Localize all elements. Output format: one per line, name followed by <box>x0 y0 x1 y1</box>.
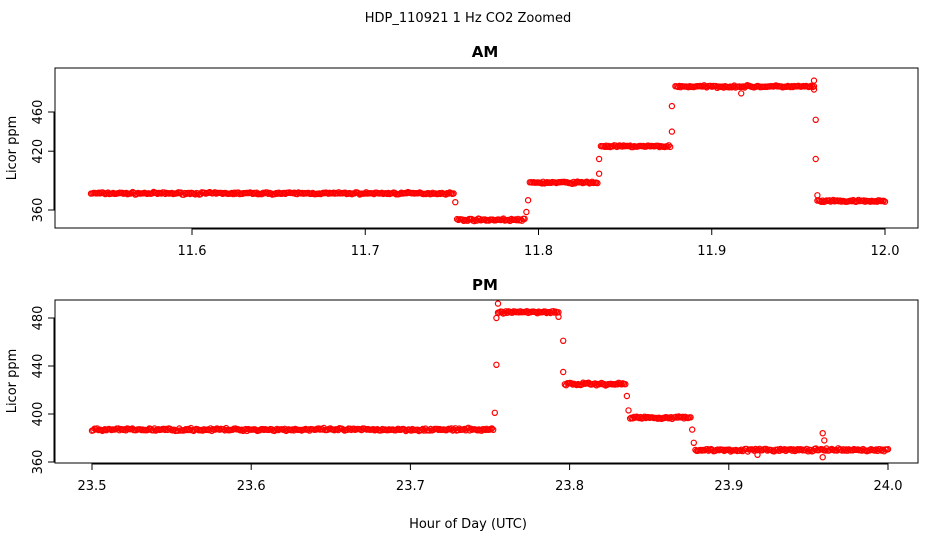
pm-data-point <box>687 414 694 421</box>
pm-panel: PM Licor ppm 23.5 23.6 23.7 23.8 23.9 24.0 36… <box>5 276 919 494</box>
am-data-point <box>523 208 530 216</box>
pm-data-point <box>493 361 500 368</box>
pm-data-point <box>625 407 632 414</box>
figure-title: HDP_110921 1 Hz CO2 Zoomed <box>365 11 571 26</box>
pm-y-tick-label: 360 <box>31 450 46 475</box>
pm-y-tick-label: 400 <box>31 402 46 427</box>
am-data-point <box>738 90 745 97</box>
am-data-point <box>524 196 532 204</box>
am-y-tick-label: 460 <box>31 100 46 125</box>
pm-data-point <box>623 392 631 400</box>
pm-y-axis-label: Licor ppm <box>5 349 20 414</box>
am-data-point <box>665 142 673 149</box>
pm-x-tick-label: 23.9 <box>714 479 743 494</box>
pm-data-point <box>560 337 567 344</box>
pm-data-point <box>491 409 498 416</box>
pm-data-points <box>88 300 892 461</box>
am-data-point <box>881 198 889 205</box>
am-x-tick-label: 11.6 <box>178 244 207 259</box>
pm-x-tick-label: 24.0 <box>874 479 903 494</box>
pm-panel-title: PM <box>472 276 498 294</box>
am-data-point <box>812 116 819 124</box>
am-y-axis-label: Licor ppm <box>5 116 20 181</box>
pm-y-tick-label: 440 <box>31 354 46 379</box>
am-data-point <box>521 215 528 222</box>
am-plot-frame <box>54 67 919 229</box>
am-data-point <box>594 179 601 187</box>
am-data-point <box>810 86 818 93</box>
am-y-tick-label: 420 <box>31 139 46 164</box>
am-data-point <box>814 192 821 199</box>
am-y-tick-label: 360 <box>31 198 46 223</box>
pm-data-point <box>690 439 698 446</box>
am-data-point <box>810 77 818 84</box>
am-panel-title: AM <box>472 43 499 61</box>
pm-x-tick-label: 23.8 <box>555 479 584 494</box>
am-data-point <box>668 102 676 110</box>
pm-data-point <box>622 381 629 388</box>
am-panel: AM Licor ppm 11.6 11.7 11.8 11.9 12.0 360 420… <box>5 43 919 259</box>
pm-y-tick-label: 480 <box>31 306 46 331</box>
pm-data-point <box>494 300 502 307</box>
am-data-point <box>450 190 457 197</box>
pm-data-point <box>618 381 625 388</box>
pm-data-point <box>819 454 826 461</box>
am-data-point <box>263 189 271 196</box>
pm-x-tick-label: 23.6 <box>237 479 266 494</box>
pm-data-point <box>555 309 562 316</box>
am-data-point <box>595 170 603 177</box>
pm-data-point <box>819 430 826 437</box>
pm-data-point <box>884 446 892 453</box>
x-axis-label: Hour of Day (UTC) <box>409 517 527 532</box>
am-data-point <box>452 198 459 206</box>
pm-data-point <box>560 368 567 376</box>
pm-y-axis: 360 400 440 480 <box>31 306 55 475</box>
am-x-tick-label: 11.8 <box>524 244 553 259</box>
am-data-point <box>668 128 676 135</box>
am-data-point <box>595 155 603 163</box>
pm-data-point <box>493 314 500 322</box>
pm-data-point <box>488 425 496 432</box>
pm-plot-frame <box>54 299 919 464</box>
am-data-points <box>87 77 889 225</box>
pm-data-point <box>490 426 497 433</box>
am-x-axis: 11.6 11.7 11.8 11.9 12.0 <box>178 228 900 259</box>
am-x-tick-label: 11.7 <box>351 244 380 259</box>
pm-data-point <box>736 447 744 454</box>
pm-x-axis: 23.5 23.6 23.7 23.8 23.9 24.0 <box>78 463 903 494</box>
pm-x-tick-label: 23.7 <box>396 479 425 494</box>
am-y-axis: 360 420 460 <box>31 100 55 223</box>
am-data-point <box>812 155 819 163</box>
pm-data-point <box>689 426 696 433</box>
pm-x-tick-label: 23.5 <box>78 479 107 494</box>
pm-data-point <box>821 437 828 444</box>
am-x-tick-label: 12.0 <box>871 244 900 259</box>
am-data-point <box>664 143 671 150</box>
am-x-tick-label: 11.9 <box>697 244 726 259</box>
am-data-point <box>667 143 674 151</box>
pm-data-point <box>555 313 562 320</box>
pm-data-point <box>754 451 761 458</box>
